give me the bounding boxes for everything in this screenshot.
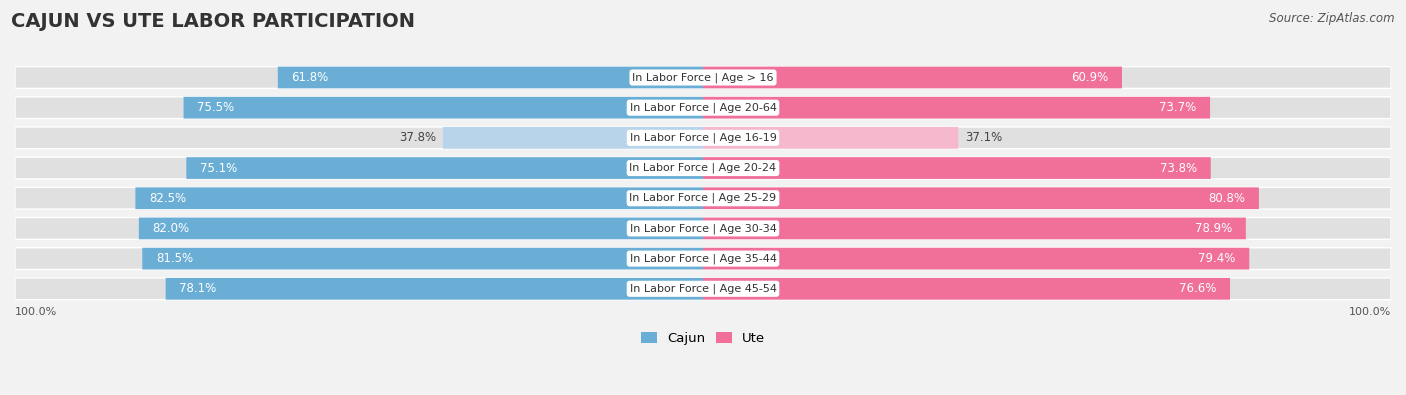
FancyBboxPatch shape (139, 218, 703, 239)
Text: In Labor Force | Age > 16: In Labor Force | Age > 16 (633, 72, 773, 83)
FancyBboxPatch shape (15, 97, 703, 118)
FancyBboxPatch shape (278, 67, 703, 88)
FancyBboxPatch shape (703, 248, 1250, 269)
FancyBboxPatch shape (703, 218, 1391, 239)
FancyBboxPatch shape (703, 187, 1391, 209)
Text: 73.7%: 73.7% (1159, 101, 1197, 114)
FancyBboxPatch shape (703, 127, 959, 149)
Text: In Labor Force | Age 16-19: In Labor Force | Age 16-19 (630, 133, 776, 143)
Text: In Labor Force | Age 30-34: In Labor Force | Age 30-34 (630, 223, 776, 234)
FancyBboxPatch shape (703, 278, 1391, 300)
Text: 73.8%: 73.8% (1160, 162, 1197, 175)
FancyBboxPatch shape (703, 248, 1391, 269)
FancyBboxPatch shape (703, 67, 1122, 88)
Text: 82.5%: 82.5% (149, 192, 186, 205)
FancyBboxPatch shape (15, 248, 703, 269)
FancyBboxPatch shape (184, 97, 703, 118)
Text: 61.8%: 61.8% (291, 71, 329, 84)
Text: CAJUN VS UTE LABOR PARTICIPATION: CAJUN VS UTE LABOR PARTICIPATION (11, 12, 415, 31)
Text: 76.6%: 76.6% (1178, 282, 1216, 295)
FancyBboxPatch shape (135, 187, 703, 209)
FancyBboxPatch shape (187, 157, 703, 179)
Text: In Labor Force | Age 25-29: In Labor Force | Age 25-29 (630, 193, 776, 203)
FancyBboxPatch shape (15, 218, 703, 239)
FancyBboxPatch shape (703, 157, 1391, 179)
Text: 82.0%: 82.0% (153, 222, 190, 235)
FancyBboxPatch shape (443, 127, 703, 149)
Text: 100.0%: 100.0% (15, 307, 58, 317)
FancyBboxPatch shape (703, 218, 1246, 239)
Text: 75.1%: 75.1% (200, 162, 238, 175)
FancyBboxPatch shape (703, 278, 1230, 300)
Text: In Labor Force | Age 35-44: In Labor Force | Age 35-44 (630, 253, 776, 264)
Text: In Labor Force | Age 20-64: In Labor Force | Age 20-64 (630, 102, 776, 113)
Text: 37.1%: 37.1% (965, 132, 1002, 144)
FancyBboxPatch shape (142, 248, 703, 269)
Text: In Labor Force | Age 20-24: In Labor Force | Age 20-24 (630, 163, 776, 173)
FancyBboxPatch shape (703, 97, 1211, 118)
FancyBboxPatch shape (703, 187, 1258, 209)
FancyBboxPatch shape (703, 127, 1391, 149)
Text: Source: ZipAtlas.com: Source: ZipAtlas.com (1270, 12, 1395, 25)
FancyBboxPatch shape (703, 157, 1211, 179)
FancyBboxPatch shape (15, 157, 703, 179)
FancyBboxPatch shape (15, 187, 703, 209)
Text: 78.1%: 78.1% (180, 282, 217, 295)
FancyBboxPatch shape (15, 127, 703, 149)
FancyBboxPatch shape (703, 97, 1391, 118)
Text: In Labor Force | Age 45-54: In Labor Force | Age 45-54 (630, 284, 776, 294)
FancyBboxPatch shape (703, 67, 1391, 88)
Text: 75.5%: 75.5% (197, 101, 235, 114)
Text: 78.9%: 78.9% (1195, 222, 1232, 235)
FancyBboxPatch shape (166, 278, 703, 300)
FancyBboxPatch shape (15, 67, 703, 88)
Text: 100.0%: 100.0% (1348, 307, 1391, 317)
Legend: Cajun, Ute: Cajun, Ute (636, 327, 770, 350)
Text: 37.8%: 37.8% (399, 132, 436, 144)
FancyBboxPatch shape (15, 278, 703, 300)
Text: 80.8%: 80.8% (1208, 192, 1246, 205)
Text: 79.4%: 79.4% (1198, 252, 1236, 265)
Text: 81.5%: 81.5% (156, 252, 193, 265)
Text: 60.9%: 60.9% (1071, 71, 1108, 84)
